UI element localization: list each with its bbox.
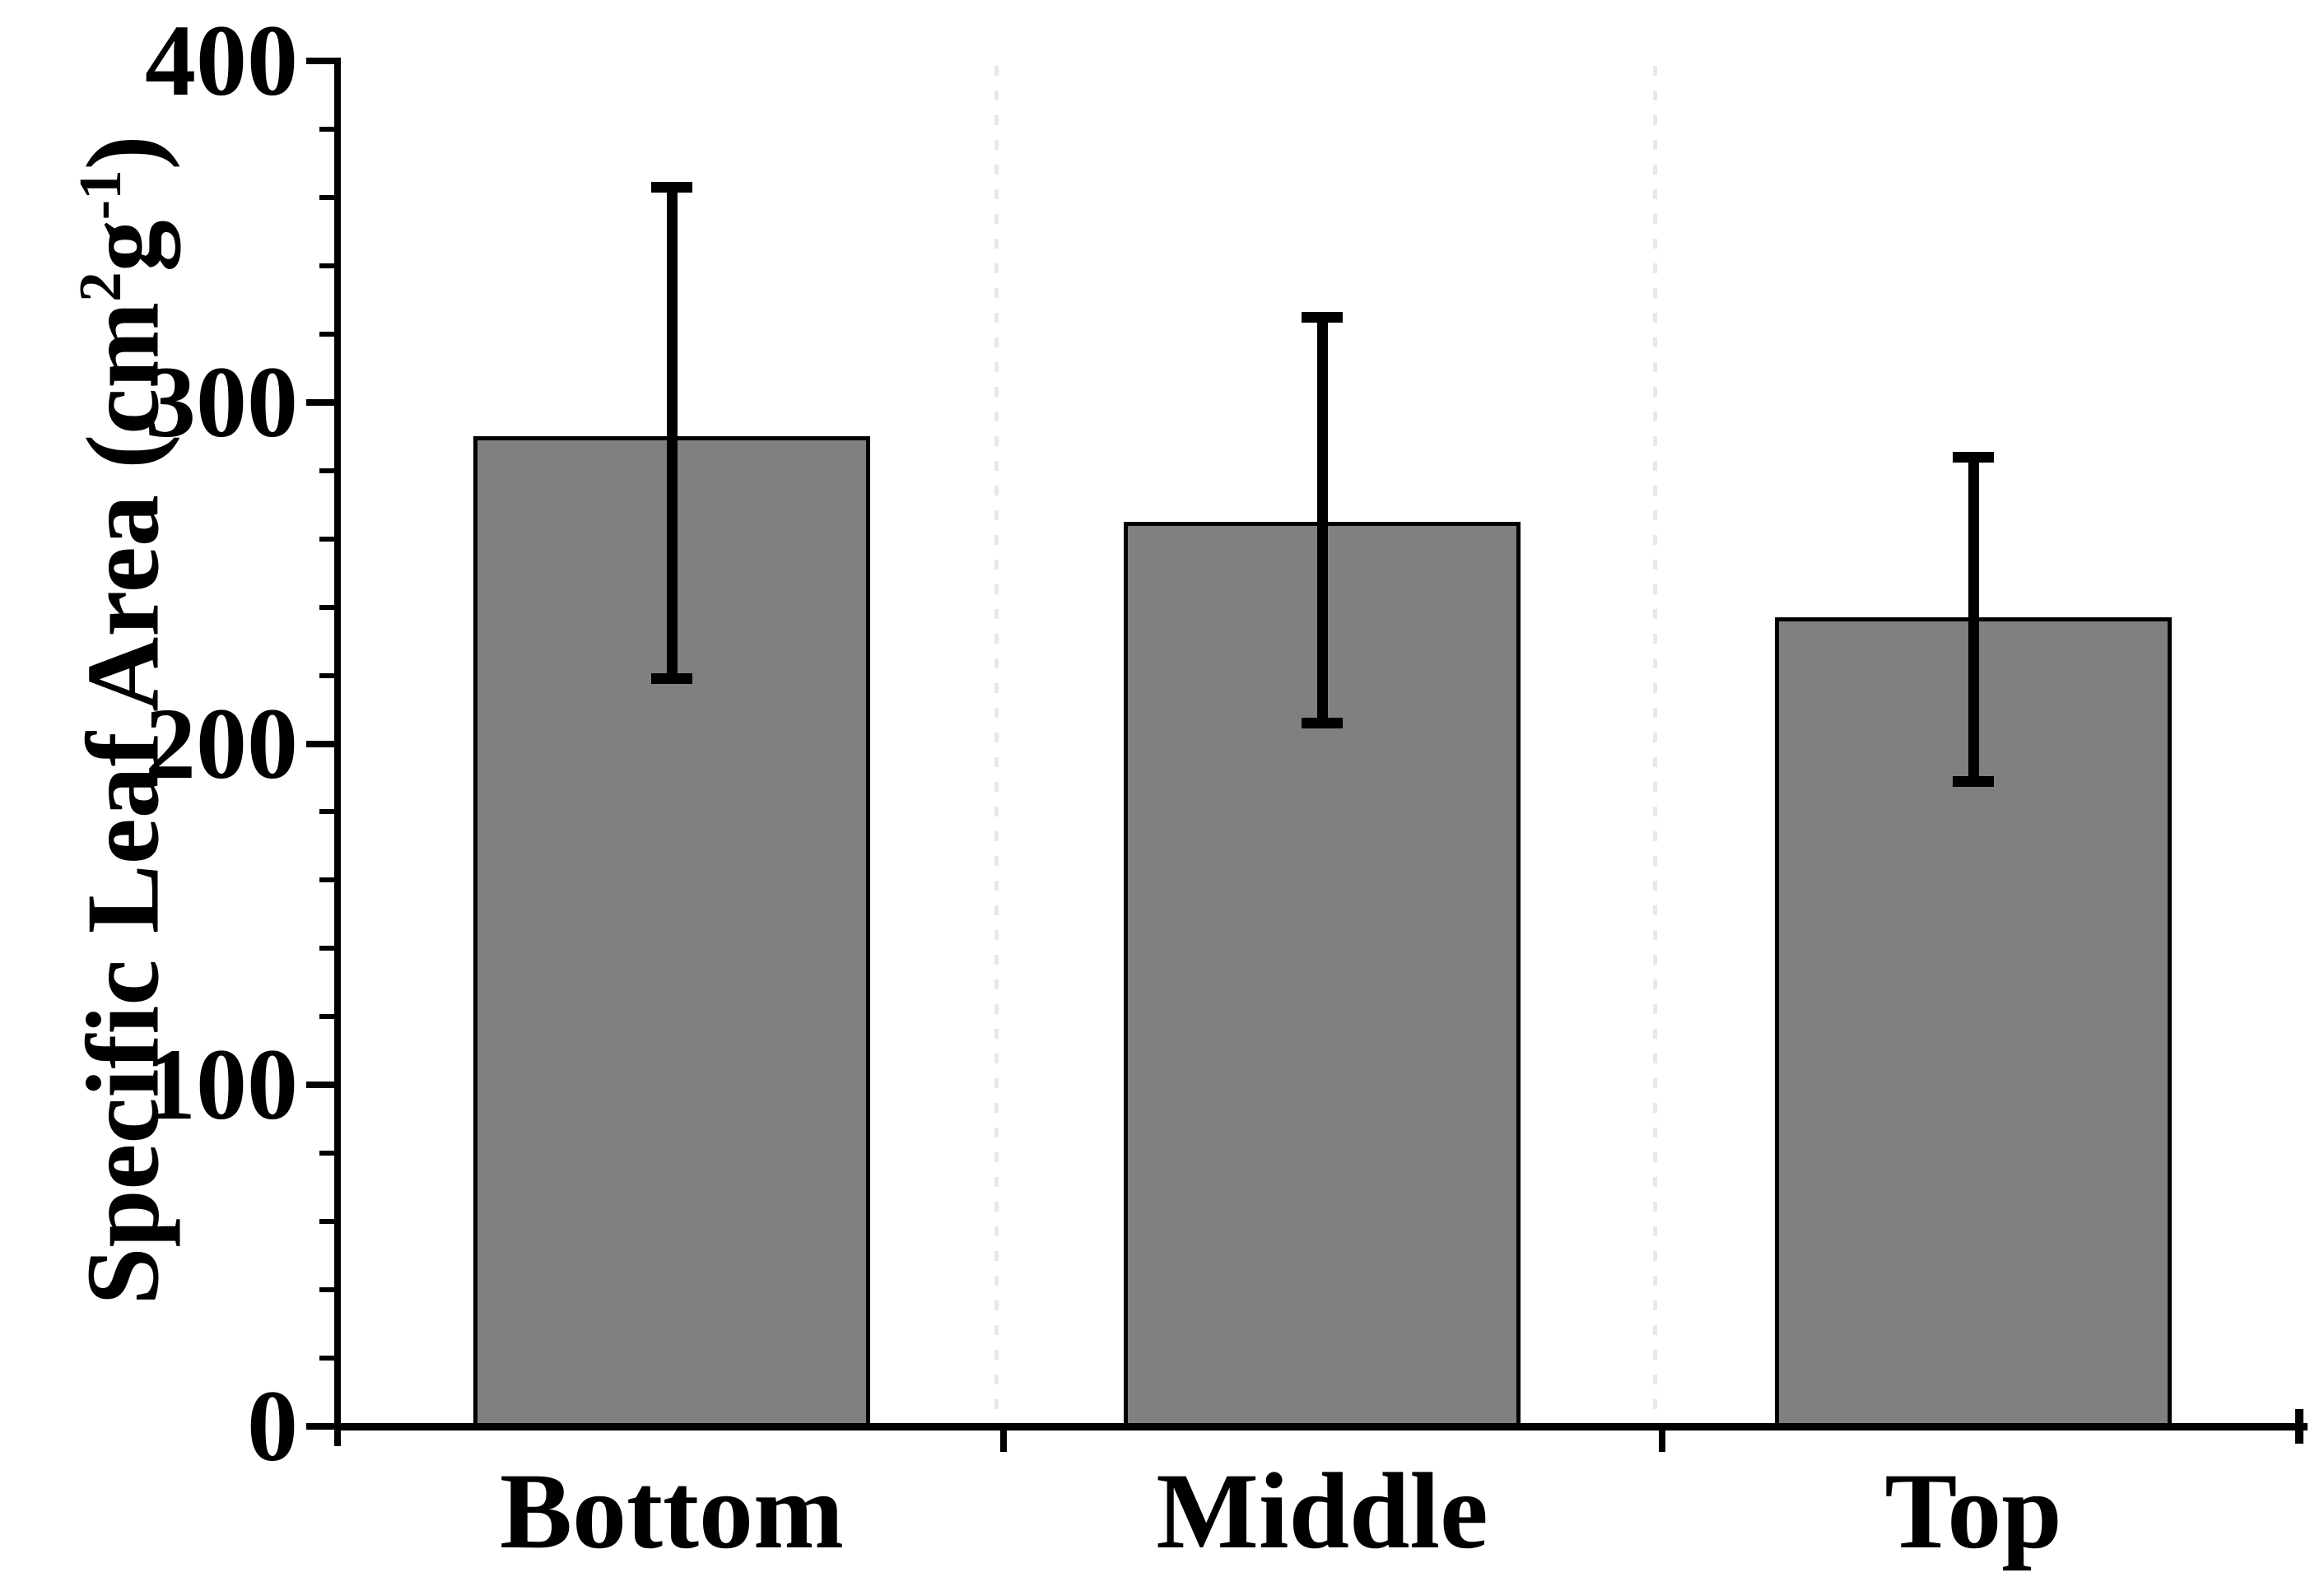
y-minor-tick-360 (319, 195, 334, 200)
y-major-tick-200 (306, 741, 334, 747)
y-minor-tick-120 (319, 1014, 334, 1019)
y-axis-line (334, 58, 341, 1446)
y-minor-tick-340 (319, 263, 334, 268)
error-bar-top-cap-top (1953, 452, 1994, 463)
error-bar-stem-middle (1317, 317, 1328, 723)
x-axis-end-tick (2295, 1409, 2303, 1444)
category-separator-line (994, 66, 999, 1423)
x-category-label-top: Top (1884, 1450, 2062, 1571)
y-minor-tick-40 (319, 1287, 334, 1292)
y-minor-tick-160 (319, 877, 334, 882)
y-minor-tick-240 (319, 605, 334, 610)
error-bar-top-cap-middle (1302, 312, 1343, 323)
error-bar-bottom-cap-top (1953, 776, 1994, 787)
y-minor-tick-60 (319, 1219, 334, 1224)
y-major-tick-300 (306, 399, 334, 406)
y-major-tick-0 (306, 1423, 334, 1430)
y-minor-tick-140 (319, 946, 334, 951)
y-minor-tick-280 (319, 468, 334, 473)
x-boundary-tick-2 (1659, 1430, 1665, 1452)
y-major-tick-400 (306, 58, 334, 64)
y-tick-label-400: 400 (145, 4, 298, 117)
y-minor-tick-80 (319, 1151, 334, 1156)
error-bar-bottom-cap-middle (1302, 718, 1343, 728)
category-separator-line (1653, 66, 1657, 1423)
x-category-label-middle: Middle (1156, 1450, 1488, 1571)
error-bar-top-cap-bottom (651, 182, 692, 193)
y-major-tick-100 (306, 1082, 334, 1088)
y-minor-tick-320 (319, 332, 334, 337)
x-boundary-tick-1 (1000, 1430, 1007, 1452)
y-tick-label-200: 200 (145, 687, 298, 800)
y-tick-label-300: 300 (145, 346, 298, 458)
x-category-label-bottom: Bottom (500, 1450, 844, 1571)
y-tick-label-0: 0 (247, 1370, 298, 1482)
y-minor-tick-180 (319, 809, 334, 814)
y-minor-tick-260 (319, 537, 334, 542)
y-tick-label-100: 100 (145, 1028, 298, 1141)
y-minor-tick-380 (319, 127, 334, 132)
error-bar-stem-top (1968, 457, 1979, 781)
y-minor-tick-20 (319, 1356, 334, 1361)
error-bar-bottom-cap-bottom (651, 673, 692, 684)
x-axis-line (334, 1423, 2308, 1430)
y-minor-tick-220 (319, 673, 334, 678)
error-bar-stem-bottom (667, 187, 678, 678)
